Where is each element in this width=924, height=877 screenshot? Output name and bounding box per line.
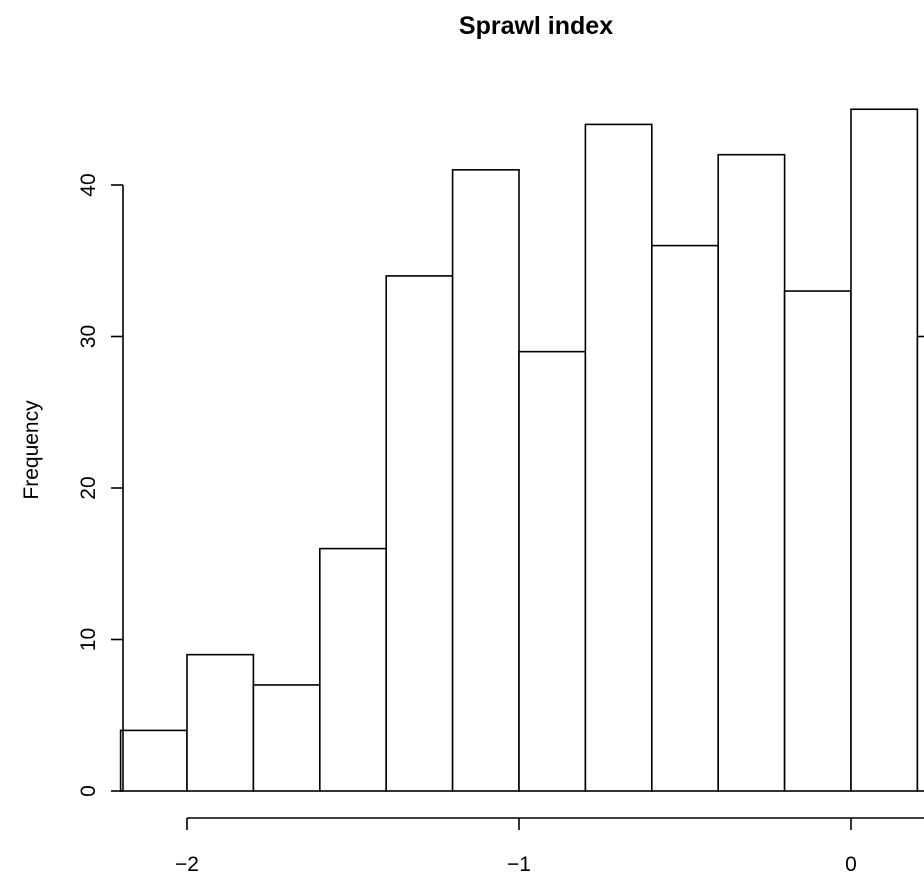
y-tick-label: 0 bbox=[77, 785, 100, 797]
y-tick-label: 40 bbox=[77, 173, 100, 196]
histogram-bar bbox=[584, 123, 653, 792]
x-tick-label: −2 bbox=[175, 853, 199, 876]
histogram-bar bbox=[318, 547, 387, 792]
y-axis: 0 10 20 30 40 bbox=[77, 173, 124, 797]
y-tick-label: 20 bbox=[77, 476, 100, 499]
histogram-bar bbox=[186, 653, 255, 792]
bars-group bbox=[119, 108, 924, 792]
x-tick-label: 0 bbox=[845, 853, 857, 876]
histogram-bar bbox=[518, 350, 587, 792]
y-tick-label: 30 bbox=[77, 325, 100, 348]
histogram-bar bbox=[451, 169, 520, 792]
y-tick-label: 10 bbox=[77, 628, 100, 651]
histogram-bar bbox=[119, 729, 188, 792]
histogram-bar bbox=[850, 108, 919, 792]
chart-title: Sprawl index bbox=[459, 12, 613, 40]
histogram-bar bbox=[252, 684, 321, 792]
histogram-bar bbox=[783, 290, 852, 792]
histogram-bar bbox=[385, 275, 454, 792]
y-axis-label: Frequency bbox=[20, 400, 43, 500]
x-axis: −2−1012 bbox=[175, 817, 924, 876]
histogram-bar bbox=[916, 335, 924, 792]
histogram-bar bbox=[650, 244, 719, 792]
histogram-bar bbox=[717, 153, 786, 792]
x-tick-label: −1 bbox=[507, 853, 531, 876]
